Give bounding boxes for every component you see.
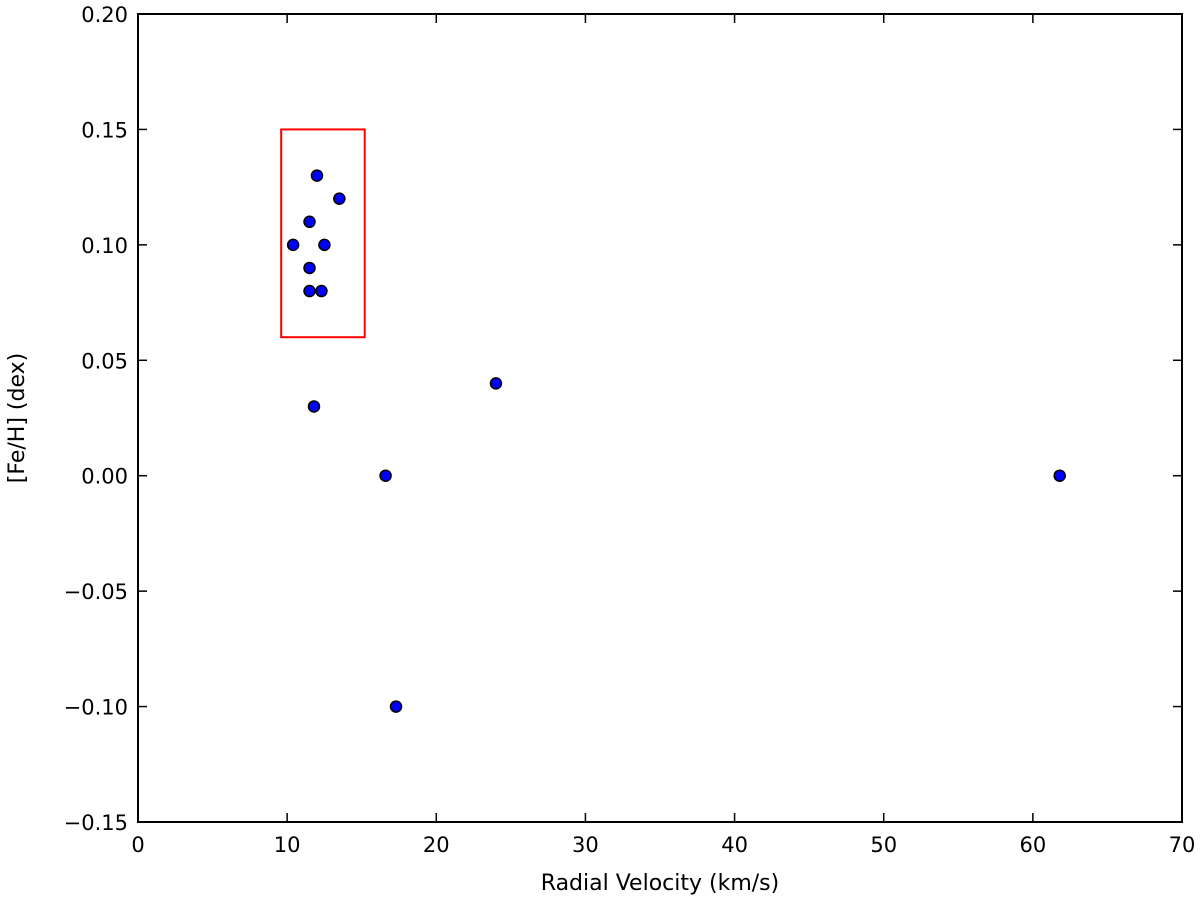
x-tick-label: 70 xyxy=(1169,833,1196,857)
y-axis-label: [Fe/H] (dex) xyxy=(5,353,30,483)
y-tick-label: 0.15 xyxy=(81,118,128,142)
data-point xyxy=(310,169,324,182)
y-tick-label: 0.05 xyxy=(81,349,128,373)
plot-frame xyxy=(137,13,1183,823)
axis-ticks: 0 10 20 30 40 50 60 70 0.20 0.15 0.10 0.05 0.00 −0.05… xyxy=(64,3,1196,857)
annotation-layer xyxy=(280,128,366,339)
y-tick-label: 0.20 xyxy=(81,3,128,27)
y-tick-label: −0.10 xyxy=(64,696,128,720)
data-point xyxy=(303,261,316,275)
x-tick-label: 60 xyxy=(1019,833,1046,857)
data-point xyxy=(303,284,316,298)
x-tick-label: 0 xyxy=(131,833,144,857)
y-tick-label: 0.00 xyxy=(81,465,128,489)
data-point xyxy=(303,215,316,229)
data-point xyxy=(333,192,346,205)
x-tick-label: 50 xyxy=(870,833,897,857)
data-point xyxy=(1053,469,1066,482)
x-tick-label: 20 xyxy=(423,833,450,857)
data-point xyxy=(318,238,331,252)
x-tick-label: 40 xyxy=(721,833,748,857)
data-points xyxy=(286,169,1066,713)
y-tick-label: −0.15 xyxy=(64,811,128,835)
x-tick-label: 30 xyxy=(572,833,599,857)
data-point xyxy=(379,469,392,482)
data-point xyxy=(315,284,328,298)
y-tick-label: −0.05 xyxy=(64,580,128,604)
data-point xyxy=(286,238,300,252)
data-point xyxy=(489,377,503,390)
x-tick-label: 10 xyxy=(274,833,301,857)
y-tick-label: 0.10 xyxy=(81,234,128,258)
data-point xyxy=(307,400,321,413)
highlight-box xyxy=(280,128,366,339)
data-point xyxy=(389,700,403,713)
x-axis-label: Radial Velocity (km/s) xyxy=(541,871,779,896)
